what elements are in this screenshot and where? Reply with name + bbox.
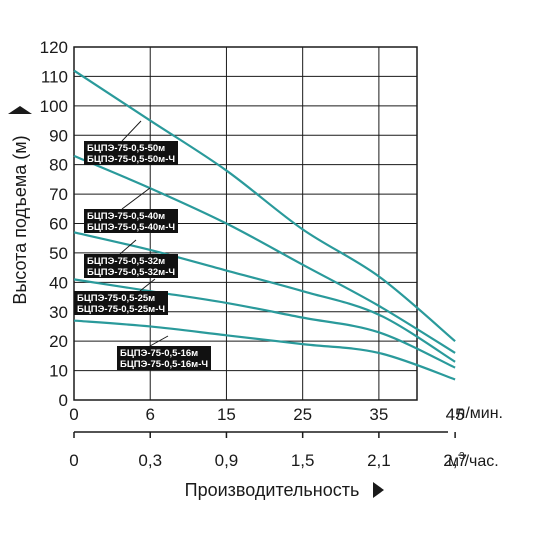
y-tick-label: 100 xyxy=(40,97,68,116)
y-tick-label: 40 xyxy=(49,273,68,292)
svg-text:Высота подъема (м): Высота подъема (м) xyxy=(10,135,30,304)
curves xyxy=(73,69,456,381)
plot-frame xyxy=(73,46,418,401)
y-axis-title: Высота подъема (м) xyxy=(8,106,32,305)
curve-label-box xyxy=(84,254,178,278)
x-tick-label-primary: 15 xyxy=(217,405,236,424)
x-tick-label-secondary: 0 xyxy=(69,451,78,470)
label-leader-line xyxy=(121,187,151,210)
y-tick-label: 110 xyxy=(41,67,68,86)
label-leader-line xyxy=(149,335,169,347)
curve-label-box xyxy=(84,141,178,165)
curve-label-text: БЦПЭ-75-0,5-40м-Ч xyxy=(87,222,175,233)
y-tick-label: 0 xyxy=(59,391,68,410)
x-tick-label-primary: 25 xyxy=(293,405,312,424)
y-tick-label: 60 xyxy=(49,215,68,234)
curve-label-text: БЦПЭ-75-0,5-16м-Ч xyxy=(120,359,208,370)
y-tick-label: 120 xyxy=(40,38,68,57)
y-tick-label: 20 xyxy=(49,332,68,351)
curve-labels: БЦПЭ-75-0,5-50мБЦПЭ-75-0,5-50м-ЧБЦПЭ-75-… xyxy=(74,120,211,370)
y-tick-label: 10 xyxy=(49,362,68,381)
y-tick-label: 70 xyxy=(49,185,68,204)
label-leader-line xyxy=(139,278,156,292)
curve-label-text: БЦПЭ-75-0,5-50м-Ч xyxy=(87,154,175,165)
y-tick-label: 30 xyxy=(49,303,68,322)
x-tick-label-secondary: 1,5 xyxy=(291,451,315,470)
y-tick-label: 90 xyxy=(49,126,68,145)
x-tick-label-primary: 0 xyxy=(69,405,78,424)
y-tick-label: 50 xyxy=(49,244,68,263)
curve-label-text: БЦПЭ-75-0,5-32м xyxy=(87,256,165,267)
curve-label-text: БЦПЭ-75-0,5-16м xyxy=(120,348,198,359)
y-axis-arrow-icon xyxy=(8,106,32,114)
series-line-4 xyxy=(73,278,456,369)
x-tick-label-secondary: 2,7 xyxy=(443,451,467,470)
x-axis-arrow-icon xyxy=(373,482,384,498)
label-leader-line xyxy=(121,120,142,142)
x-tick-label-primary: 45 xyxy=(446,405,465,424)
curve-label-box xyxy=(74,291,168,315)
curve-label-text: БЦПЭ-75-0,5-40м xyxy=(87,211,165,222)
x-tick-label-secondary: 0,3 xyxy=(138,451,162,470)
svg-text:Производительность: Производительность xyxy=(185,480,360,500)
x-tick-label-secondary: 0,9 xyxy=(215,451,239,470)
y-tick-label: 80 xyxy=(49,156,68,175)
series-line-2 xyxy=(73,154,456,354)
x-unit-secondary: м3/час. xyxy=(448,451,499,470)
x-tick-label-primary: 6 xyxy=(145,405,154,424)
series-line-5 xyxy=(73,319,456,381)
curve-label-text: БЦПЭ-75-0,5-25м-Ч xyxy=(77,304,165,315)
x-tick-label-secondary: 2,1 xyxy=(367,451,391,470)
axes: 0 10 20 30 40 50 60 70 80 90 100 110 120 0 6 15 25 35 45 0 0… xyxy=(40,38,467,470)
series-line-3 xyxy=(73,231,456,363)
curve-label-text: БЦПЭ-75-0,5-25м xyxy=(77,293,155,304)
curve-label-box xyxy=(84,209,178,233)
x-tick-label-primary: 35 xyxy=(369,405,388,424)
x-axis-title: Производительность xyxy=(185,480,384,500)
curve-label-text: БЦПЭ-75-0,5-50м xyxy=(87,143,165,154)
series-line-1 xyxy=(73,69,456,343)
curve-label-text: БЦПЭ-75-0,5-32м-Ч xyxy=(87,267,175,278)
label-leader-line xyxy=(119,239,137,255)
curve-label-box xyxy=(117,346,211,370)
x-unit-primary: л/мин. xyxy=(456,405,503,422)
